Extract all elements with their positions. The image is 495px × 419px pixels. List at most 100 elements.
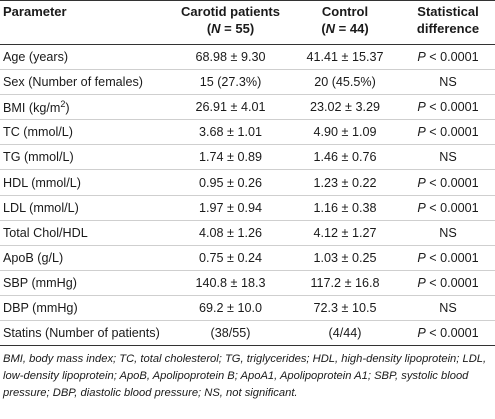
- cell-parameter-text-end: ): [65, 101, 70, 116]
- header-stat-line1: Statistical: [417, 4, 479, 19]
- cell-control-value: 1.46 ± 0.76: [289, 144, 401, 171]
- table-body: Age (years) 68.98 ± 9.30 41.41 ± 15.37 P < …: [0, 44, 495, 347]
- header-carotid-count: = 55): [220, 21, 255, 36]
- cell-diff-value: < 0.0001: [425, 50, 479, 65]
- table-row: DBP (mmHg) 69.2 ± 10.0 72.3 ± 10.5 NS: [0, 295, 495, 322]
- table-row: TC (mmol/L) 3.68 ± 1.01 4.90 ± 1.09 P < 0.0…: [0, 119, 495, 146]
- table-header: Parameter Carotid patients (N = 55) Cont…: [0, 0, 495, 45]
- cell-carotid-value: 3.68 ± 1.01: [172, 119, 289, 146]
- cell-statistical-difference: P < 0.0001: [401, 320, 495, 347]
- cell-statistical-difference: P < 0.0001: [401, 245, 495, 271]
- cell-control-value: 117.2 ± 16.8: [289, 270, 401, 296]
- cell-p-symbol: P: [417, 50, 426, 65]
- header-control-n: N: [325, 21, 336, 36]
- cell-diff-value: < 0.0001: [425, 326, 479, 341]
- header-carotid-paren: (: [206, 21, 212, 36]
- cell-p-symbol: P: [417, 100, 426, 115]
- header-carotid-line2: (N = 55): [207, 21, 254, 36]
- cell-p-symbol: P: [417, 175, 426, 190]
- cell-control-value: 23.02 ± 3.29: [289, 94, 401, 121]
- cell-carotid-value: 1.74 ± 0.89: [172, 144, 289, 171]
- cell-statistical-difference: P < 0.0001: [401, 195, 495, 221]
- header-parameter-label: Parameter: [3, 4, 67, 19]
- cell-control-value: 4.90 ± 1.09: [289, 119, 401, 146]
- table-footnote: BMI, body mass index; TC, total choleste…: [3, 353, 487, 400]
- cell-control-value: 1.16 ± 0.38: [289, 195, 401, 221]
- cell-parameter: Statins (Number of patients): [0, 320, 172, 347]
- cell-control-value: 4.12 ± 1.27: [289, 220, 401, 246]
- header-parameter: Parameter: [0, 0, 172, 45]
- table-row: HDL (mmol/L) 0.95 ± 0.26 1.23 ± 0.22 P < 0.…: [0, 169, 495, 196]
- cell-carotid-value: 0.95 ± 0.26: [172, 169, 289, 196]
- cell-statistical-difference: P < 0.0001: [401, 169, 495, 196]
- cell-diff-value: NS: [439, 225, 457, 240]
- cell-p-symbol: P: [417, 250, 426, 265]
- cell-parameter: SBP (mmHg): [0, 270, 172, 296]
- header-carotid-line1: Carotid patients: [181, 4, 280, 19]
- cell-parameter: Total Chol/HDL: [0, 220, 172, 246]
- cell-control-value: 20 (45.5%): [289, 69, 401, 96]
- cell-carotid-value: (38/55): [172, 320, 289, 347]
- table-row: Statins (Number of patients) (38/55) (4/44…: [0, 320, 495, 347]
- cell-statistical-difference: NS: [401, 295, 495, 322]
- cell-statistical-difference: P < 0.0001: [401, 94, 495, 121]
- cell-parameter: Sex (Number of females): [0, 69, 172, 96]
- header-carotid-n: N: [211, 21, 221, 36]
- data-table-container: Parameter Carotid patients (N = 55) Cont…: [0, 0, 495, 400]
- cell-statistical-difference: P < 0.0001: [401, 119, 495, 146]
- cell-parameter: TG (mmol/L): [0, 144, 172, 171]
- cell-parameter: LDL (mmol/L): [0, 195, 172, 221]
- cell-parameter: Age (years): [0, 44, 172, 71]
- cell-carotid-value: 140.8 ± 18.3: [172, 270, 289, 296]
- cell-statistical-difference: NS: [401, 220, 495, 246]
- cell-parameter: BMI (kg/m2): [0, 94, 172, 121]
- cell-diff-value: < 0.0001: [425, 125, 479, 140]
- cell-diff-value: < 0.0001: [425, 200, 479, 215]
- cell-parameter: HDL (mmol/L): [0, 169, 172, 196]
- cell-carotid-value: 68.98 ± 9.30: [172, 44, 289, 71]
- cell-parameter-superscript: 2: [60, 99, 66, 110]
- header-row: Parameter Carotid patients (N = 55) Cont…: [0, 0, 495, 45]
- table-row: BMI (kg/m2) 26.91 ± 4.01 23.02 ± 3.29 P < 0…: [0, 94, 495, 121]
- cell-control-value: 72.3 ± 10.5: [289, 295, 401, 322]
- cell-diff-value: NS: [439, 150, 457, 165]
- cell-control-value: 1.23 ± 0.22: [289, 169, 401, 196]
- cell-parameter-text: BMI (kg/m: [3, 101, 61, 116]
- cell-diff-value: NS: [439, 300, 457, 315]
- cell-parameter: DBP (mmHg): [0, 295, 172, 322]
- table-row: SBP (mmHg) 140.8 ± 18.3 117.2 ± 16.8 P < 0.…: [0, 270, 495, 296]
- cell-p-symbol: P: [417, 275, 426, 290]
- cell-control-value: 41.41 ± 15.37: [289, 44, 401, 71]
- cell-diff-value: < 0.0001: [425, 250, 479, 265]
- header-control-line1: Control: [321, 4, 369, 19]
- cell-carotid-value: 0.75 ± 0.24: [172, 245, 289, 271]
- cell-statistical-difference: P < 0.0001: [401, 44, 495, 71]
- cell-p-symbol: P: [417, 200, 426, 215]
- cell-carotid-value: 15 (27.3%): [172, 69, 289, 96]
- cell-p-symbol: P: [417, 326, 426, 341]
- table-row: Age (years) 68.98 ± 9.30 41.41 ± 15.37 P < …: [0, 44, 495, 71]
- cell-carotid-value: 4.08 ± 1.26: [172, 220, 289, 246]
- cell-p-symbol: P: [417, 125, 426, 140]
- table-row: Total Chol/HDL 4.08 ± 1.26 4.12 ± 1.27 NS: [0, 220, 495, 246]
- header-control-paren: (: [321, 21, 326, 36]
- header-statistical-difference: Statistical difference: [401, 0, 495, 45]
- cell-statistical-difference: NS: [401, 69, 495, 96]
- cell-control-value: 1.03 ± 0.25: [289, 245, 401, 271]
- cell-carotid-value: 1.97 ± 0.94: [172, 195, 289, 221]
- table-row: ApoB (g/L) 0.75 ± 0.24 1.03 ± 0.25 P < 0.00…: [0, 245, 495, 271]
- header-control: Control (N = 44): [289, 0, 401, 45]
- table-row: LDL (mmol/L) 1.97 ± 0.94 1.16 ± 0.38 P < 0.…: [0, 195, 495, 221]
- cell-diff-value: < 0.0001: [425, 100, 479, 115]
- header-control-count: = 44): [335, 21, 369, 36]
- cell-diff-value: < 0.0001: [425, 275, 479, 290]
- cell-statistical-difference: P < 0.0001: [401, 270, 495, 296]
- cell-carotid-value: 26.91 ± 4.01: [172, 94, 289, 121]
- cell-diff-value: NS: [439, 75, 457, 90]
- cell-carotid-value: 69.2 ± 10.0: [172, 295, 289, 322]
- cell-statistical-difference: NS: [401, 144, 495, 171]
- header-carotid: Carotid patients (N = 55): [172, 0, 289, 45]
- cell-parameter: TC (mmol/L): [0, 119, 172, 146]
- cell-diff-value: < 0.0001: [425, 175, 479, 190]
- header-control-line2: (N = 44): [321, 21, 368, 36]
